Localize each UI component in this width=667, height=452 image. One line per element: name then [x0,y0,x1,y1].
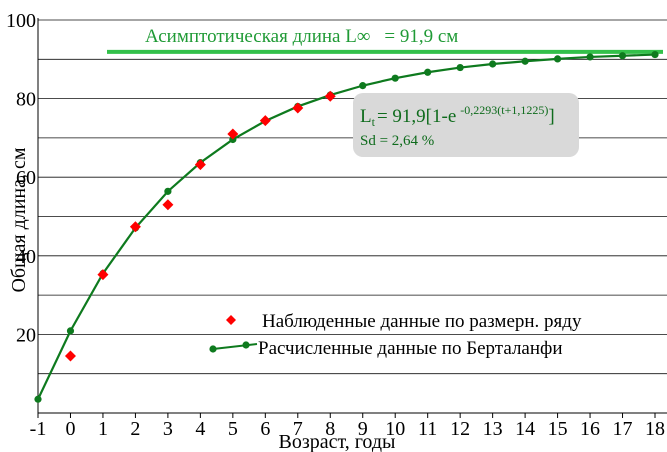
y-tick-label: 20 [16,324,36,346]
x-tick-label: 4 [195,418,205,440]
legend-marker-calculated-1 [209,345,217,353]
observed-point [64,350,76,362]
legend-marker-observed [226,315,236,325]
equation-sd: Sd = 2,64 % [360,133,434,149]
equation-box-background [353,93,579,157]
axes [37,18,667,414]
x-tick-label: 12 [450,418,470,440]
calculated-point [553,55,562,63]
calculated-point [229,135,237,144]
calculated-point [66,327,75,335]
x-tick-label: 2 [130,418,140,440]
asymptote-label: Асимптотическая длина L∞ = 91,9 см [145,26,458,47]
x-tick-label: -1 [30,418,47,440]
asymptote-label-main: Асимптотическая длина L [145,26,357,47]
observed-point [259,115,271,127]
y-tick-labels: 20 40 60 80 100 [6,10,36,346]
observed-point [162,199,174,211]
calculated-series-line [37,53,656,400]
observed-point [129,221,141,233]
calculated-point [521,57,529,65]
observed-point [194,159,206,171]
x-tick-label: 10 [385,418,405,440]
x-tick-label: 3 [163,418,173,440]
x-tick-label: 18 [645,418,665,440]
observed-series [64,90,336,362]
x-tick-label: 11 [418,418,437,440]
grid-lines [38,19,667,375]
x-tick-label: 1 [98,418,108,440]
asymptote-value: = 91,9 см [384,26,458,47]
x-axis-label: Возраст, годы [279,431,396,452]
calculated-point [586,53,594,61]
legend-line-calculated [212,343,258,350]
equation-close: ] [548,106,554,127]
observed-point [292,102,304,114]
legend-label-calculated: Расчисленные данные по Берталанфи [258,338,563,359]
legend: Наблюденные данные по размерн. ряду Расч… [209,311,582,359]
calculated-point [618,52,627,60]
x-tick-label: 13 [483,418,503,440]
observed-point [97,269,109,281]
calculated-point [489,60,497,68]
x-tick-label: 16 [580,418,600,440]
y-tick-label: 80 [16,89,36,111]
calculated-point [391,74,399,82]
x-tick-label: 15 [548,418,568,440]
y-tick-label: 100 [6,10,36,32]
calculated-point [34,395,42,403]
calculated-point [651,50,659,59]
x-tick-label: 5 [228,418,238,440]
legend-marker-calculated-2 [242,341,250,349]
calculated-point [424,68,432,76]
calculated-point [359,82,367,90]
observed-point [227,128,239,140]
asymptote: Асимптотическая длина L∞ = 91,9 см [107,26,663,54]
y-tick-label: 60 [16,167,36,189]
calculated-point [456,63,464,72]
equation-exponent: -0,2293(t+1,1225) [460,103,548,117]
x-tick-labels: -1 0 1 2 3 4 5 6 7 8 9 10 11 12 13 14 15 16 17 18 [30,413,665,440]
x-tick-label: 9 [358,418,368,440]
y-tick-label: 40 [16,246,36,268]
legend-label-observed: Наблюденные данные по размерн. ряду [262,311,582,332]
equation-lhs-sub: t [372,115,376,129]
x-tick-label: 8 [325,418,335,440]
equation-formula: Lt = 91,9[1-e -0,2293(t+1,1225)] [360,103,555,129]
x-tick-label: 17 [613,418,633,440]
x-tick-label: 14 [515,418,535,440]
equation-rhs-base: = 91,9[1-e [377,106,456,127]
observed-point [324,90,336,102]
calculated-point [164,187,172,195]
x-tick-label: 7 [293,418,303,440]
equation-lhs: L [360,106,372,127]
asymptote-symbol: ∞ [357,26,371,47]
y-axis-label: Общая длина, см [8,147,30,292]
x-tick-label: 6 [260,418,270,440]
x-tick-label: 0 [65,418,75,440]
equation-box: Lt = 91,9[1-e -0,2293(t+1,1225)] Sd = 2,64… [353,93,579,157]
